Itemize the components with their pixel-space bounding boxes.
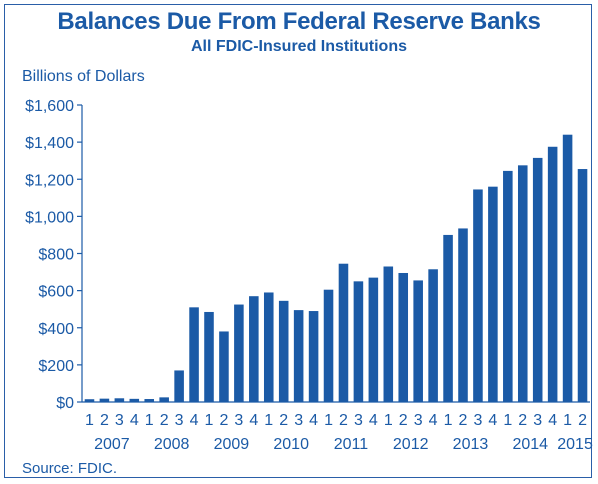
x-tick-label: 1 xyxy=(264,412,273,429)
x-tick-label: 3 xyxy=(115,412,124,429)
chart-subtitle: All FDIC-Insured Institutions xyxy=(191,38,407,55)
x-tick-label: 2 xyxy=(459,412,468,429)
x-tick-label: 4 xyxy=(488,412,497,429)
x-tick-label: 4 xyxy=(190,412,199,429)
y-tick-label: $200 xyxy=(38,358,74,375)
bar xyxy=(234,304,244,402)
y-tick-label: $1,000 xyxy=(25,209,74,226)
y-tick-label: $800 xyxy=(38,247,74,264)
year-label: 2010 xyxy=(273,436,309,453)
y-tick-label: $0 xyxy=(56,395,74,412)
bar xyxy=(249,296,259,402)
bar xyxy=(383,266,394,402)
y-tick-label: $600 xyxy=(38,284,74,301)
x-tick-label: 4 xyxy=(130,412,139,429)
bar xyxy=(413,280,423,402)
bar xyxy=(503,170,513,402)
bar xyxy=(84,399,95,402)
x-tick-label: 2 xyxy=(279,412,288,429)
bar xyxy=(577,169,588,402)
year-label: 2012 xyxy=(393,436,429,453)
x-tick-label: 2 xyxy=(399,412,408,429)
year-label: 2011 xyxy=(334,436,369,453)
x-tick-label: 1 xyxy=(384,412,393,429)
bar xyxy=(338,263,349,402)
bar xyxy=(368,277,379,402)
x-tick-label: 4 xyxy=(369,412,378,429)
year-label: 2013 xyxy=(453,436,489,453)
bar xyxy=(278,300,289,402)
bar xyxy=(263,292,274,402)
year-label: 2009 xyxy=(214,436,250,453)
bar xyxy=(323,289,334,402)
x-tick-label: 2 xyxy=(518,412,527,429)
bar xyxy=(204,311,214,402)
y-tick-label: $400 xyxy=(38,321,74,338)
x-tick-label: 3 xyxy=(234,412,243,429)
x-tick-label: 3 xyxy=(294,412,303,429)
x-tick-label: 3 xyxy=(354,412,363,429)
bar xyxy=(353,281,364,402)
bar xyxy=(562,134,573,402)
x-tick-label: 2 xyxy=(339,412,348,429)
bar xyxy=(174,370,184,402)
x-tick-label: 3 xyxy=(414,412,423,429)
bar xyxy=(159,397,169,402)
x-tick-label: 3 xyxy=(473,412,482,429)
x-tick-label: 1 xyxy=(444,412,453,429)
bar xyxy=(189,307,199,402)
chart-title: Balances Due From Federal Reserve Banks xyxy=(57,8,541,35)
bar xyxy=(129,398,140,402)
bar xyxy=(144,399,155,402)
y-tick-label: $1,400 xyxy=(25,135,74,152)
x-tick-label: 1 xyxy=(324,412,333,429)
x-tick-label: 2 xyxy=(578,412,587,429)
year-label: 2008 xyxy=(154,436,190,453)
x-tick-label: 3 xyxy=(175,412,184,429)
y-tick-label: $1,600 xyxy=(25,98,74,115)
x-tick-label: 1 xyxy=(503,412,512,429)
bar xyxy=(398,272,409,402)
bar xyxy=(473,189,483,402)
x-tick-label: 1 xyxy=(205,412,214,429)
x-tick-label: 4 xyxy=(429,412,438,429)
bar xyxy=(308,311,319,402)
bar xyxy=(428,269,438,402)
bar xyxy=(443,234,453,402)
x-tick-label: 4 xyxy=(249,412,258,429)
bar xyxy=(114,398,125,402)
x-tick-label: 2 xyxy=(160,412,169,429)
bar xyxy=(517,165,528,402)
bar xyxy=(458,228,468,402)
bar xyxy=(532,157,543,402)
x-tick-label: 2 xyxy=(100,412,109,429)
x-tick-label: 3 xyxy=(533,412,542,429)
bar xyxy=(293,310,304,402)
bar xyxy=(488,186,498,402)
year-label: 2014 xyxy=(512,436,548,453)
year-label: 2015 xyxy=(557,436,593,453)
y-axis-unit-label: Billions of Dollars xyxy=(22,68,145,85)
x-tick-label: 4 xyxy=(309,412,318,429)
bar xyxy=(219,331,229,402)
y-tick-label: $1,200 xyxy=(25,172,74,189)
bar xyxy=(99,398,110,402)
x-tick-label: 1 xyxy=(145,412,154,429)
source-note: Source: FDIC. xyxy=(22,460,118,477)
x-tick-label: 2 xyxy=(219,412,228,429)
year-label: 2007 xyxy=(94,436,130,453)
x-tick-label: 1 xyxy=(563,412,572,429)
x-tick-label: 4 xyxy=(548,412,557,429)
bar xyxy=(547,146,558,402)
x-tick-label: 1 xyxy=(85,412,94,429)
